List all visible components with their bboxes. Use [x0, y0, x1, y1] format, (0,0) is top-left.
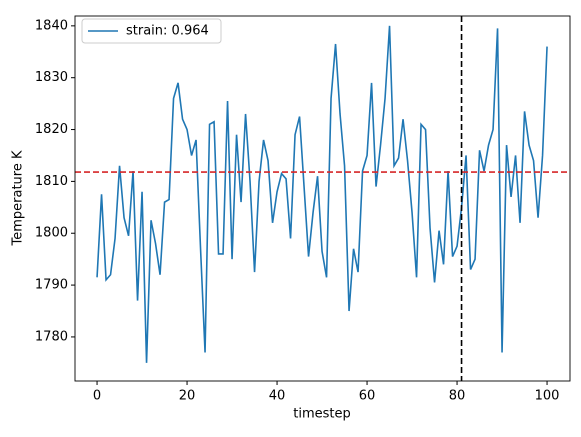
legend-label: strain: 0.964 — [126, 24, 209, 39]
y-tick-label: 1810 — [35, 174, 68, 189]
data-line — [96, 25, 548, 363]
y-tick-label: 1780 — [35, 329, 68, 344]
x-tick-label: 100 — [535, 389, 560, 404]
x-tick-label: 80 — [449, 389, 466, 404]
y-tick-label: 1790 — [35, 278, 68, 293]
y-axis-label: Temperature K — [11, 150, 26, 246]
x-tick-label: 20 — [179, 389, 196, 404]
legend-box — [81, 18, 222, 44]
y-tick-label: 1840 — [35, 18, 68, 33]
x-axis-label: timestep — [293, 407, 351, 422]
y-tick-label: 1820 — [35, 122, 68, 137]
plot-frame — [74, 15, 571, 382]
y-tick-label: 1830 — [35, 70, 68, 85]
x-tick-label: 60 — [359, 389, 376, 404]
x-tick-label: 0 — [93, 389, 101, 404]
y-tick-label: 1800 — [35, 226, 68, 241]
x-tick-label: 40 — [269, 389, 286, 404]
